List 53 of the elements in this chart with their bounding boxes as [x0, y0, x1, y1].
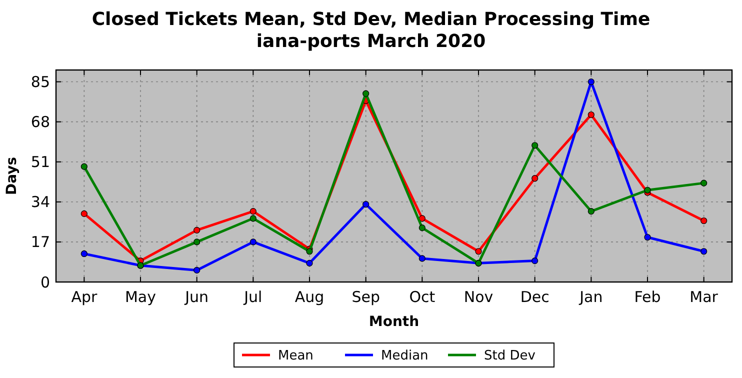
x-tick-label: Dec — [520, 288, 550, 306]
legend-label: Mean — [278, 348, 314, 364]
x-tick-label: Nov — [464, 288, 494, 306]
point — [250, 208, 256, 215]
point — [418, 215, 426, 222]
point — [306, 260, 313, 266]
y-tick-label: 34 — [30, 193, 50, 212]
point — [644, 186, 651, 194]
x-tick-label: Jan — [578, 288, 603, 306]
point — [194, 266, 200, 274]
x-axis-title: Month — [368, 314, 420, 330]
x-tick-label: Feb — [634, 288, 661, 306]
chart-subtitle: iana-ports March 2020 — [256, 31, 486, 52]
point — [306, 248, 313, 255]
point — [362, 90, 370, 97]
y-tick-label: 0 — [40, 273, 50, 292]
legend-label: Median — [381, 348, 428, 364]
chart-title: Closed Tickets Mean, Std Dev, Median Processing Time — [92, 9, 650, 30]
point — [700, 248, 708, 255]
point — [250, 238, 256, 246]
point — [80, 210, 88, 217]
point — [362, 200, 370, 208]
legend-label: Std Dev — [484, 348, 536, 364]
point — [194, 226, 200, 234]
point — [644, 234, 651, 241]
point — [532, 142, 538, 149]
x-tick-label: Aug — [294, 288, 324, 306]
point — [532, 175, 538, 182]
y-axis-title: Days — [4, 156, 20, 196]
point — [588, 208, 594, 215]
y-tick-label: 85 — [30, 73, 50, 92]
x-tick-label: Sep — [352, 288, 380, 306]
x-tick-label: Jun — [184, 288, 209, 306]
point — [80, 250, 88, 258]
point — [532, 258, 538, 264]
point — [700, 217, 708, 224]
point — [250, 215, 256, 222]
point — [475, 248, 482, 255]
y-tick-label: 17 — [30, 233, 50, 252]
point — [588, 111, 594, 118]
x-tick-label: Jul — [243, 288, 262, 306]
x-tick-label: May — [124, 288, 156, 306]
x-tick-label: Mar — [690, 288, 719, 306]
x-tick-label: Oct — [409, 288, 436, 306]
point — [418, 224, 426, 232]
x-tick-label: Apr — [71, 288, 98, 306]
point — [700, 180, 708, 186]
point — [588, 78, 594, 86]
point — [418, 255, 426, 262]
y-tick-label: 51 — [30, 153, 50, 172]
y-tick-label: 68 — [30, 113, 50, 132]
point — [194, 238, 200, 246]
point — [80, 163, 88, 170]
